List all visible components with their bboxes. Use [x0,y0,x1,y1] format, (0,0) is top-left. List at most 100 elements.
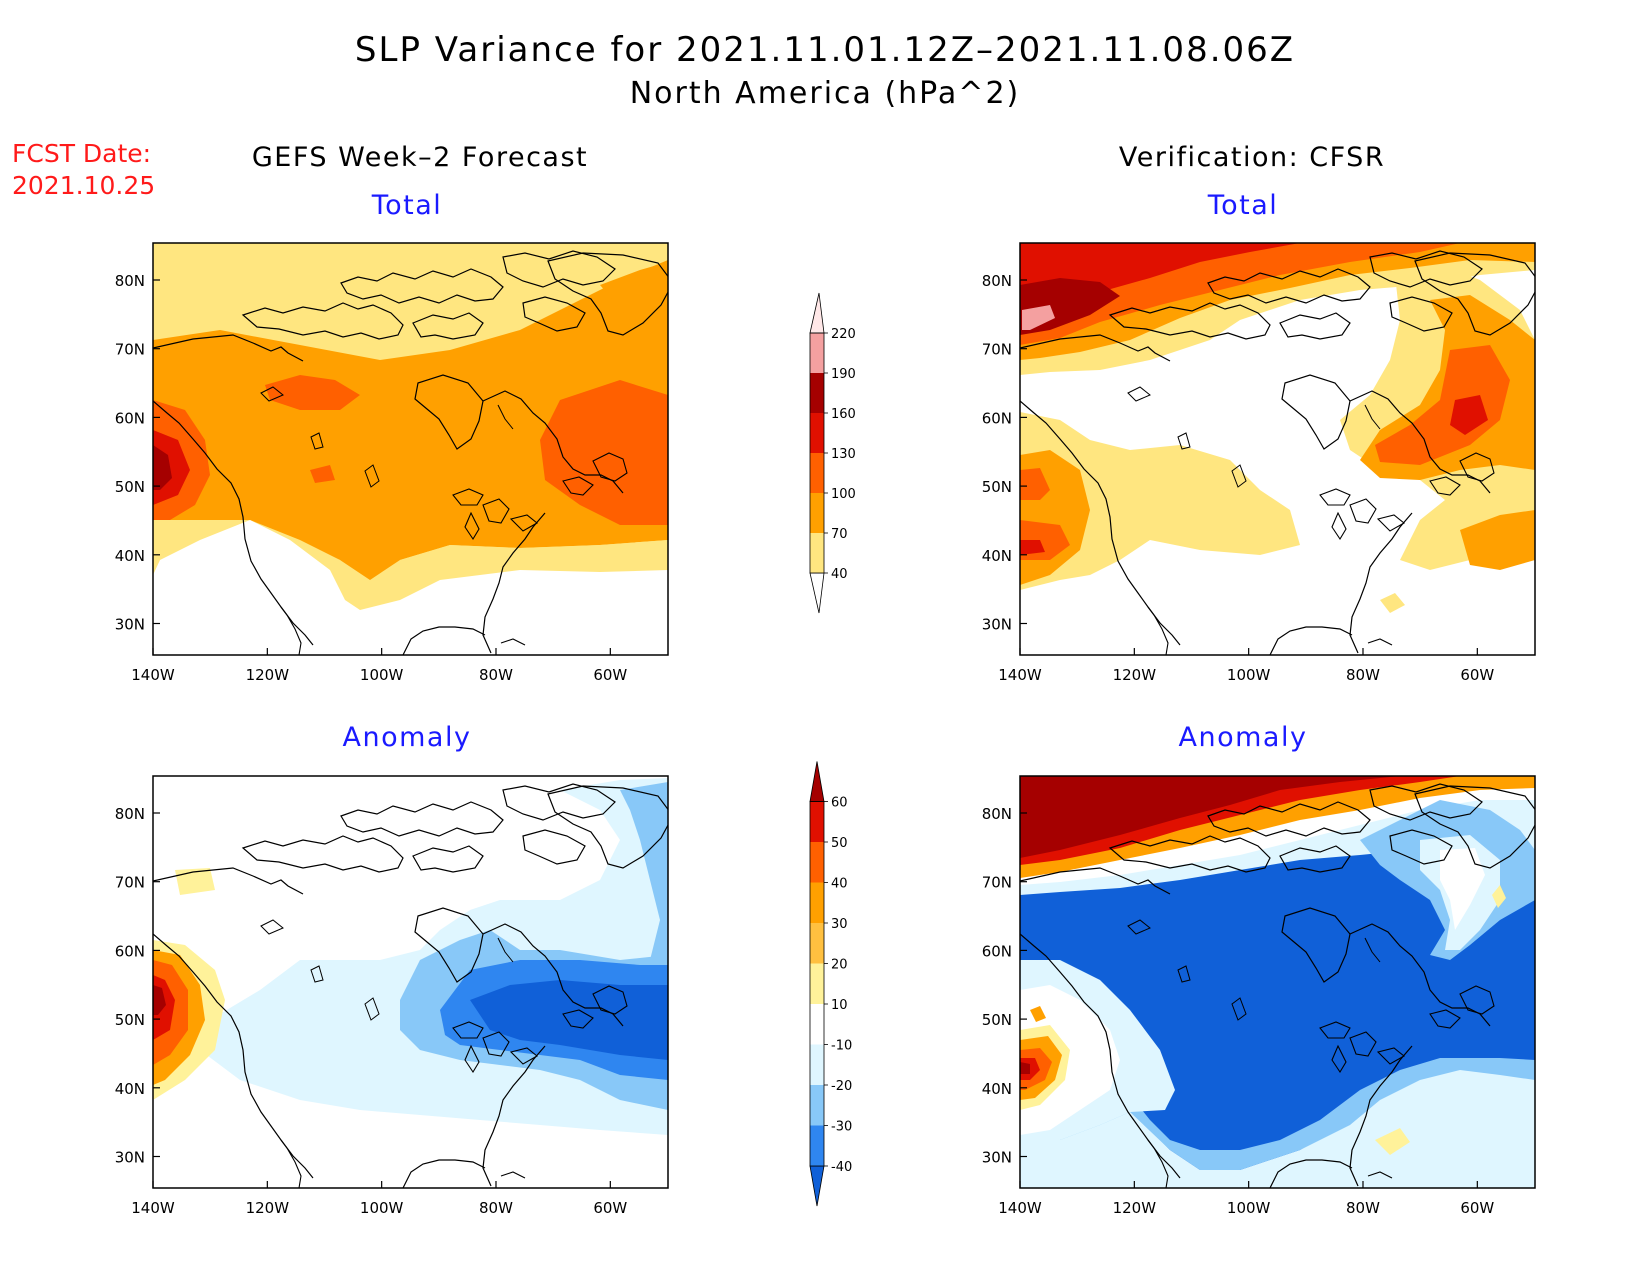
lon-tick-label: 80W [479,1199,513,1217]
lat-tick-label: 80N [115,805,145,823]
map-frame-verification-anomaly [1019,775,1536,1189]
lat-tick-label: 70N [982,341,1012,359]
map-frame-forecast-total [152,242,669,656]
colorbar-label: 60 [831,796,848,811]
colorbar-swatch [810,1004,824,1045]
colorbar-total: 40 70 100 130 160 190 220 [809,292,856,614]
colorbar-swatch [810,801,824,842]
lat-tick-label: 50N [982,1011,1012,1029]
lon-tick-label: 80W [1346,666,1380,684]
colorbar-swatch [810,963,824,1004]
forecast-date-label: FCST Date: [12,139,152,168]
colorbar-swatch [810,1125,824,1166]
colorbar-swatch [810,923,824,964]
lon-tick-label: 120W [246,1199,290,1217]
map-forecast-total [153,243,668,655]
lat-tick-label: 60N [115,942,145,960]
lon-tick-label: 100W [360,666,404,684]
lat-tick-label: 70N [982,874,1012,892]
lon-tick-label: 140W [998,666,1042,684]
lat-tick-label: 60N [982,409,1012,427]
colorbar-label: 20 [831,958,848,973]
lat-tick-label: 70N [115,341,145,359]
colorbar-swatch [809,761,825,802]
lat-tick-label: 30N [982,1149,1012,1167]
lon-tick-label: 60W [1460,1199,1494,1217]
lon-tick-label: 100W [360,1199,404,1217]
lat-tick-label: 30N [982,616,1012,634]
colorbar-label: -30 [831,1120,852,1135]
lon-tick-label: 140W [998,1199,1042,1217]
colorbar-label: 50 [831,836,848,851]
lat-tick-label: 60N [115,409,145,427]
lat-tick-label: 40N [115,547,145,565]
lat-tick-label: 50N [982,478,1012,496]
colorbar-swatch [810,1085,824,1126]
lon-tick-label: 60W [593,666,627,684]
lat-tick-label: 60N [982,942,1012,960]
lon-tick-label: 60W [593,1199,627,1217]
lat-tick-label: 80N [115,272,145,290]
lon-tick-label: 80W [1346,1199,1380,1217]
lat-tick-label: 50N [115,478,145,496]
main-title: SLP Variance for 2021.11.01.12Z–2021.11.… [354,30,1296,70]
forecast-date: FCST Date: 2021.10.25 [12,138,155,202]
colorbar-swatch [809,572,825,614]
colorbar-swatch [810,493,824,533]
lon-tick-label: 80W [479,666,513,684]
colorbar-label: 40 [831,877,848,892]
colorbar-swatch [809,292,825,334]
colorbar-anomaly: -40 -30 -20 -10 10 20 30 40 50 60 [809,761,852,1207]
colorbar-swatch [810,882,824,923]
colorbar-label: 190 [831,367,856,382]
colorbar-swatch [810,533,824,573]
colorbar-label: 40 [831,567,848,582]
map-verification-anomaly [1020,776,1535,1188]
colorbar-label: 70 [831,527,848,542]
column-title-verification: Verification: CFSR [1118,142,1386,173]
colorbar-label: 10 [831,998,848,1013]
lon-tick-label: 120W [1113,1199,1157,1217]
colorbar-label: -20 [831,1079,852,1094]
colorbar-label: -10 [831,1039,852,1054]
colorbar-swatch [810,842,824,883]
map-verification-total [1020,243,1535,655]
colorbar-swatch [810,1044,824,1085]
lon-tick-label: 100W [1227,1199,1271,1217]
lat-tick-label: 40N [982,1080,1012,1098]
lat-tick-label: 50N [115,1011,145,1029]
colorbar-label: 160 [831,407,856,422]
colorbar-swatch [810,413,824,453]
lon-tick-label: 120W [246,666,290,684]
lat-tick-label: 70N [115,874,145,892]
colorbar-label: 220 [831,327,856,342]
lon-tick-label: 140W [131,1199,175,1217]
lon-tick-label: 120W [1113,666,1157,684]
lat-tick-label: 30N [115,616,145,634]
lon-tick-label: 100W [1227,666,1271,684]
forecast-date-value: 2021.10.25 [12,171,156,200]
colorbar-label: 30 [831,917,848,932]
lat-tick-label: 40N [115,1080,145,1098]
lat-tick-label: 80N [982,805,1012,823]
colorbar-label: -40 [831,1160,852,1175]
panel-title-forecast-total: Total [371,190,443,221]
lat-tick-label: 40N [982,547,1012,565]
lat-tick-label: 80N [982,272,1012,290]
map-forecast-anomaly [153,776,668,1188]
colorbar-swatch [810,373,824,413]
panel-title-forecast-anomaly: Anomaly [342,722,472,753]
column-title-forecast: GEFS Week–2 Forecast [251,142,589,173]
map-frame-forecast-anomaly [152,775,669,1189]
main-subtitle: North America (hPa^2) [629,76,1021,111]
map-frame-verification-total [1019,242,1536,656]
lon-tick-label: 60W [1460,666,1494,684]
colorbar-label: 130 [831,447,856,462]
lon-tick-label: 140W [131,666,175,684]
panel-title-verification-total: Total [1207,190,1279,221]
colorbar-frame [809,801,825,1167]
colorbar-swatch [810,333,824,373]
colorbar-swatch [809,1165,825,1207]
colorbar-swatch [810,453,824,493]
